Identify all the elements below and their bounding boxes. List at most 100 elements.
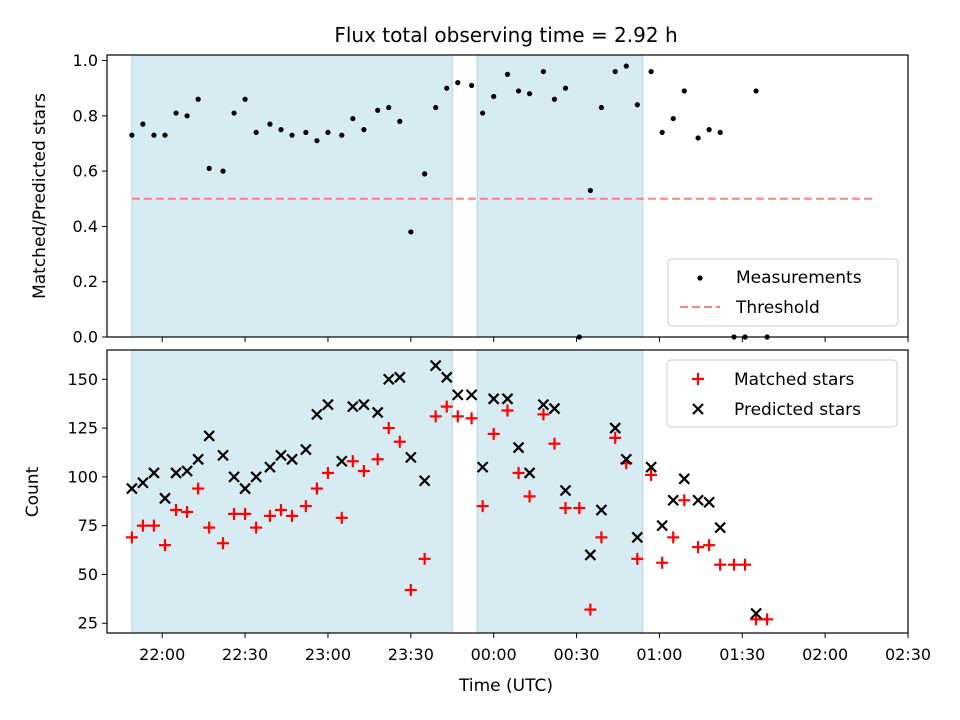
- legend-threshold-label: Threshold: [735, 298, 820, 318]
- measurement-point: [195, 96, 201, 102]
- top-axes: 0.0 0.2 0.4 0.6 0.8 1.0: [73, 51, 909, 347]
- matched-point: [228, 507, 241, 520]
- bottom-ylabel: Count: [23, 466, 43, 517]
- matched-point: [512, 466, 525, 479]
- measurement-point: [206, 165, 212, 171]
- top-markers: [129, 63, 873, 340]
- predicted-point: [239, 482, 251, 495]
- measurement-point: [162, 132, 168, 138]
- predicted-point: [250, 471, 262, 483]
- matched-point: [159, 539, 172, 552]
- measurement-point: [695, 135, 701, 141]
- matched-point: [239, 507, 252, 520]
- predicted-point: [703, 496, 715, 509]
- measurement-point: [422, 171, 428, 177]
- matched-point: [667, 531, 680, 544]
- matched-point: [476, 500, 489, 513]
- predicted-point: [487, 393, 500, 405]
- matched-point: [263, 509, 276, 522]
- y-tick-label: 0.6: [73, 162, 98, 181]
- figure-title: Flux total observing time = 2.92 h: [334, 23, 677, 47]
- measurement-point: [339, 132, 345, 138]
- predicted-point: [548, 402, 561, 415]
- y-tick-label: 75: [78, 516, 98, 535]
- measurement-point: [289, 132, 295, 138]
- measurement-point: [491, 93, 497, 100]
- legend-measurements-label: Measurements: [736, 268, 862, 288]
- matched-point: [299, 500, 312, 513]
- x-tick-label: 01:00: [636, 645, 682, 664]
- predicted-point: [228, 471, 240, 483]
- predicted-point: [322, 398, 334, 411]
- predicted-point: [537, 398, 550, 411]
- predicted-point: [678, 473, 691, 485]
- bottom-panel: 25 50 75 100 125 150 22:00 22:30 23:00 23:30 00:00…: [23, 349, 931, 664]
- matched-point: [595, 531, 608, 544]
- measurement-point: [231, 110, 237, 116]
- predicted-point: [418, 474, 431, 487]
- matched-point: [170, 504, 183, 517]
- predicted-point: [394, 371, 406, 384]
- x-tick-label: 02:30: [885, 645, 931, 664]
- matched-point: [559, 502, 572, 515]
- predicted-point: [620, 453, 633, 466]
- predicted-point: [311, 408, 323, 421]
- predicted-point: [523, 467, 536, 479]
- matched-point: [487, 427, 500, 440]
- x-tick-label: 23:30: [388, 645, 434, 664]
- matched-point: [346, 455, 359, 468]
- predicted-point: [512, 441, 525, 454]
- measurement-point: [325, 129, 331, 136]
- predicted-point: [476, 461, 489, 473]
- measurement-point: [468, 82, 475, 89]
- predicted-point: [371, 406, 384, 419]
- matched-point: [584, 603, 597, 616]
- legend-predicted-label: Predicted stars: [734, 400, 861, 420]
- measurement-point: [267, 121, 273, 127]
- predicted-point: [609, 422, 621, 434]
- y-tick-label: 0.4: [73, 217, 98, 236]
- matched-point: [404, 584, 417, 597]
- y-tick-label: 0.0: [73, 328, 98, 347]
- matched-point: [656, 556, 669, 569]
- predicted-point: [656, 519, 668, 532]
- measurement-point: [129, 132, 135, 138]
- measurement-point: [278, 127, 284, 133]
- matched-point: [631, 552, 644, 565]
- matched-point: [523, 490, 536, 503]
- predicted-point: [750, 607, 762, 620]
- matched-point: [393, 435, 406, 448]
- x-tick-label: 00:30: [553, 645, 599, 664]
- predicted-point: [347, 400, 359, 413]
- measurement-point: [173, 110, 179, 116]
- measurement-point: [648, 68, 654, 75]
- shaded-interval-1: [476, 349, 644, 634]
- matched-point: [692, 541, 705, 554]
- matched-point: [382, 422, 395, 435]
- measurement-point: [433, 104, 439, 111]
- matched-point: [573, 502, 586, 515]
- y-tick-label: 150: [67, 370, 98, 389]
- legend-matched-marker: [692, 373, 704, 385]
- top-frame: [106, 54, 909, 338]
- matched-point: [125, 531, 138, 544]
- measurement-point: [480, 110, 486, 116]
- measurement-point: [397, 118, 403, 124]
- matched-point: [645, 468, 658, 481]
- top-legend: Measurements Threshold: [667, 258, 899, 327]
- predicted-point: [300, 443, 312, 456]
- matched-point: [429, 410, 442, 423]
- predicted-point: [465, 389, 478, 401]
- predicted-point: [440, 371, 453, 384]
- shaded-interval-0: [131, 349, 453, 634]
- measurement-point: [361, 127, 367, 133]
- measurement-point: [659, 129, 665, 136]
- matched-point: [335, 511, 348, 524]
- measurement-point: [526, 91, 533, 97]
- bottom-legend: Matched stars Predicted stars: [666, 359, 898, 428]
- matched-point: [286, 509, 299, 522]
- measurement-point: [408, 229, 414, 235]
- predicted-point: [631, 531, 644, 544]
- measurement-point: [706, 127, 712, 133]
- y-tick-label: 125: [67, 419, 98, 438]
